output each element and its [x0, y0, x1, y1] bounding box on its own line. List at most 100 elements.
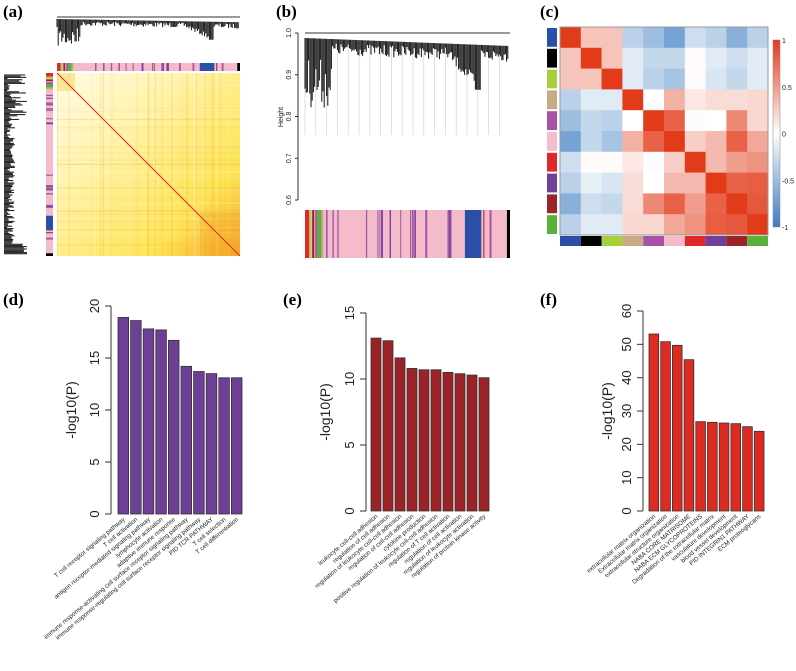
heatmap-cell	[664, 47, 686, 69]
panel-a-tom-heatmap	[4, 16, 241, 257]
module-color-strip-segment	[312, 210, 315, 258]
heatmap-cell	[601, 89, 623, 111]
col-module-swatch	[580, 236, 602, 246]
bar	[648, 333, 660, 512]
heatmap-cell	[560, 47, 582, 69]
y-tick-label: 1.0	[286, 28, 293, 38]
row-module-swatch	[547, 194, 557, 214]
y-tick-label: 0.8	[286, 112, 293, 122]
heatmap-cell	[560, 193, 582, 215]
heatmap-cell	[622, 214, 644, 236]
col-module-swatch	[560, 236, 581, 246]
heatmap-cell	[580, 110, 602, 132]
heatmap-cell	[643, 27, 665, 49]
heatmap-cell	[664, 214, 686, 236]
color-legend-label: -0.5	[782, 178, 794, 185]
heatmap-cell	[643, 172, 665, 194]
y-axis-label: -log10(P)	[317, 383, 333, 441]
module-color-strip-segment	[464, 210, 482, 258]
module-color-strip-segment	[365, 210, 368, 258]
heatmap-cell	[643, 47, 665, 69]
left-module-strip-base	[46, 73, 53, 256]
top-module-strip-segment	[216, 63, 218, 71]
heatmap-cell	[726, 193, 748, 215]
color-legend-label: 0	[782, 132, 786, 139]
left-module-strip-segment	[46, 205, 53, 207]
heatmap-cell	[601, 193, 623, 215]
col-module-swatch	[643, 236, 664, 246]
row-module-swatch	[547, 28, 557, 47]
bar	[430, 369, 442, 512]
top-module-strip-segment	[95, 63, 97, 71]
heatmap-cell	[726, 151, 748, 173]
heatmap-cell	[580, 89, 602, 111]
heatmap-cell	[684, 151, 706, 173]
heatmap-cell	[580, 27, 602, 49]
bar	[230, 377, 243, 515]
row-module-swatch	[547, 173, 557, 193]
left-module-strip-segment	[46, 83, 53, 88]
module-color-strip-segment	[305, 210, 310, 258]
bar	[130, 320, 142, 515]
color-legend-label: 0.5	[782, 85, 792, 92]
heatmap-cell	[747, 68, 769, 90]
y-tick-label: 40	[619, 370, 634, 384]
y-tick-label: 50	[619, 337, 634, 351]
top-module-strip-base	[57, 63, 240, 71]
bar	[193, 371, 205, 515]
heatmap-cell	[622, 151, 644, 173]
heatmap-cell	[580, 193, 602, 215]
heatmap-cell	[684, 172, 706, 194]
left-module-strip-segment	[46, 185, 53, 187]
heatmap-cell	[560, 27, 582, 49]
bar	[753, 430, 765, 512]
bar	[660, 341, 671, 512]
col-module-swatch	[664, 236, 685, 246]
bar	[466, 374, 478, 512]
top-module-strip-segment	[71, 63, 74, 71]
bar	[478, 377, 490, 512]
panel-label-e: (e)	[283, 290, 302, 309]
heatmap-cell	[664, 110, 686, 132]
left-module-strip-segment	[46, 174, 53, 176]
heatmap-cell	[560, 131, 582, 153]
color-legend-label: -1	[782, 225, 788, 232]
left-module-strip-segment	[46, 76, 53, 79]
heatmap-cell	[705, 193, 727, 215]
heatmap-cell	[560, 151, 582, 173]
heatmap-cell	[705, 89, 727, 111]
col-module-swatch	[684, 236, 706, 246]
module-color-strip-segment	[315, 210, 318, 258]
module-color-strip-segment	[377, 210, 379, 258]
bar	[218, 377, 230, 515]
top-module-strip-segment	[161, 63, 164, 71]
left-module-strip-segment	[46, 232, 53, 234]
y-tick-label: 15	[342, 306, 357, 320]
panel-b-dendrogram: 0.6 0.7 0.8 0.9 1.0 Height	[278, 28, 510, 258]
bar	[695, 421, 706, 512]
left-module-strip-segment	[46, 122, 53, 125]
module-color-strip-segment	[309, 210, 312, 258]
left-module-strip-segment	[46, 97, 53, 100]
module-color-strip-segment	[450, 210, 452, 258]
top-module-strip-segment	[162, 63, 164, 71]
left-module-strip-segment	[46, 82, 53, 84]
module-color-strip-segment	[414, 210, 416, 258]
heatmap-cell	[622, 110, 644, 132]
heatmap-cell	[622, 89, 644, 111]
y-tick-label: 0	[342, 507, 357, 514]
heatmap-cell	[622, 27, 644, 49]
left-module-strip-segment	[46, 189, 53, 191]
heatmap-cell	[601, 27, 623, 49]
bar	[394, 357, 406, 512]
heatmap-cell	[664, 68, 686, 90]
heatmap-cell	[643, 151, 665, 173]
module-color-strip-segment	[411, 210, 414, 258]
y-tick-label: 5	[87, 458, 102, 465]
heatmap-cell	[684, 68, 706, 90]
left-module-strip-segment	[46, 187, 53, 189]
heatmap-cell	[684, 110, 706, 132]
heatmap-cell	[622, 172, 644, 194]
module-color-strip-segment	[447, 210, 450, 258]
module-color-strip-segment	[489, 210, 492, 258]
